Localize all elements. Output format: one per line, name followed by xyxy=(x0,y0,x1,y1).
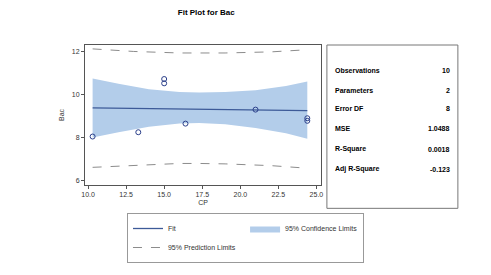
svg-text:12: 12 xyxy=(72,48,80,55)
svg-text:Bac: Bac xyxy=(58,108,65,121)
svg-text:Error DF: Error DF xyxy=(335,105,364,112)
svg-text:10: 10 xyxy=(442,67,450,74)
svg-text:20.0: 20.0 xyxy=(233,191,247,198)
svg-text:10.0: 10.0 xyxy=(81,191,95,198)
svg-text:25.0: 25.0 xyxy=(310,191,324,198)
svg-text:6: 6 xyxy=(76,177,80,184)
svg-text:12.5: 12.5 xyxy=(119,191,133,198)
svg-text:2: 2 xyxy=(446,87,450,94)
svg-text:Fit: Fit xyxy=(168,225,176,232)
svg-text:95% Confidence Limits: 95% Confidence Limits xyxy=(285,225,357,232)
svg-text:8: 8 xyxy=(446,105,450,112)
svg-text:17.5: 17.5 xyxy=(195,191,209,198)
svg-text:0.0018: 0.0018 xyxy=(428,146,450,153)
svg-text:R-Square: R-Square xyxy=(335,145,366,153)
svg-text:22.5: 22.5 xyxy=(272,191,286,198)
svg-text:Adj R-Square: Adj R-Square xyxy=(335,165,379,173)
svg-text:MSE: MSE xyxy=(335,125,351,132)
svg-text:10: 10 xyxy=(72,91,80,98)
svg-text:Parameters: Parameters xyxy=(335,87,373,94)
svg-text:-0.123: -0.123 xyxy=(430,166,450,173)
svg-text:15.0: 15.0 xyxy=(157,191,171,198)
svg-text:8: 8 xyxy=(76,134,80,141)
svg-text:Observations: Observations xyxy=(335,67,380,74)
svg-text:CP: CP xyxy=(198,199,208,206)
svg-text:Fit Plot for Bac: Fit Plot for Bac xyxy=(178,8,235,17)
svg-text:95% Prediction Limits: 95% Prediction Limits xyxy=(168,244,236,251)
svg-text:1.0488: 1.0488 xyxy=(428,125,450,132)
